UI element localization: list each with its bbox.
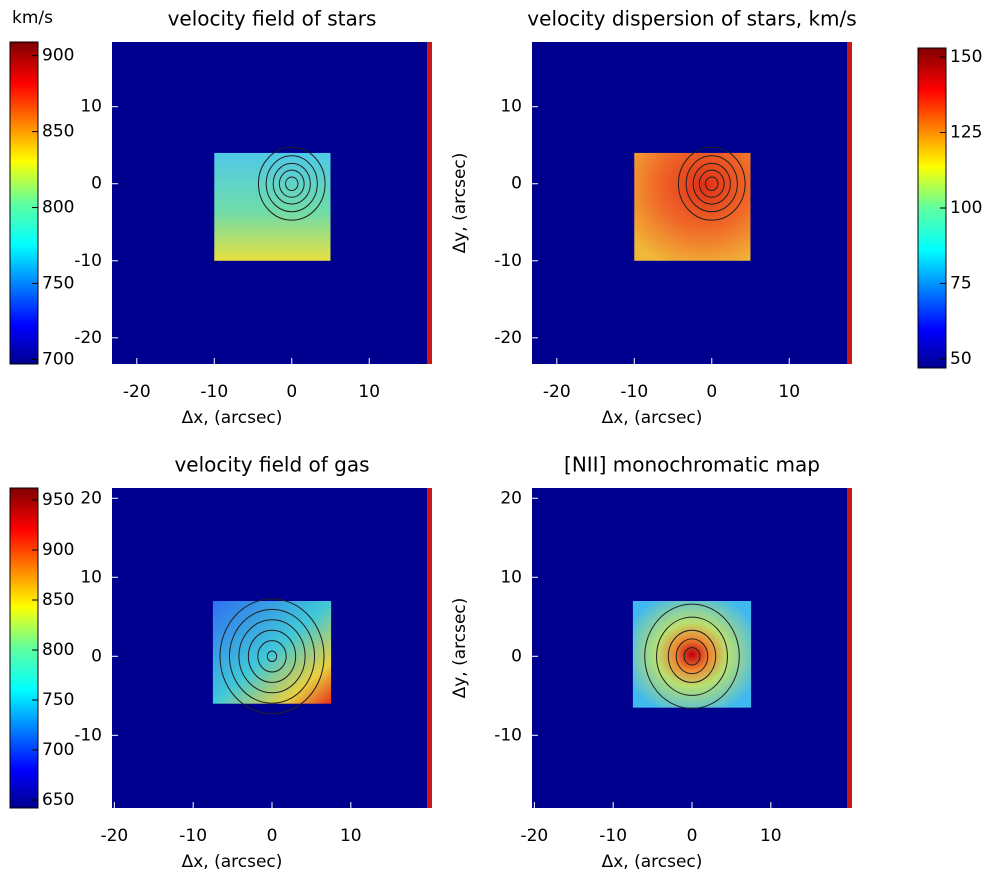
- map-region: [632, 600, 752, 708]
- x-tick-label: 10: [358, 382, 380, 402]
- x-axis-label: Δx, (arcsec): [182, 852, 283, 872]
- colorbar-tick-label: 950: [42, 490, 74, 510]
- colorbar-tick-label: 650: [42, 790, 74, 810]
- colorbar: [9, 487, 39, 809]
- colorbar-tick-label: 850: [42, 122, 74, 142]
- colorbar-tick-label: 750: [42, 274, 74, 294]
- y-tick-label: -10: [74, 725, 102, 745]
- contour: [692, 162, 731, 205]
- y-tick-label: -10: [74, 251, 102, 271]
- x-tick-label: 10: [760, 826, 782, 846]
- y-tick-label: 10: [500, 567, 522, 587]
- panel-title: velocity field of gas: [174, 453, 369, 477]
- y-axis-label: Δy, (arcsec): [450, 153, 470, 254]
- y-tick-label: -10: [494, 251, 522, 271]
- contour: [278, 169, 305, 198]
- contour: [667, 629, 717, 683]
- y-tick-label: 20: [500, 488, 522, 508]
- colorbar-tick-label: 125: [950, 123, 982, 143]
- y-tick-label: -10: [494, 725, 522, 745]
- contour: [675, 638, 709, 675]
- contour: [705, 176, 719, 192]
- contour: [698, 169, 725, 198]
- x-tick-label: 0: [267, 826, 278, 846]
- map-region: [214, 152, 331, 261]
- colorbar-tick-label: 700: [42, 349, 74, 369]
- contour: [656, 616, 728, 696]
- x-tick-label: 0: [286, 382, 297, 402]
- y-tick-label: 0: [91, 174, 102, 194]
- x-tick-label: -10: [620, 382, 648, 402]
- y-tick-label: 10: [500, 97, 522, 117]
- colorbar-tick-label: 900: [42, 540, 74, 560]
- map-edge: [847, 42, 852, 364]
- x-tick-label: -20: [543, 382, 571, 402]
- x-tick-label: 0: [706, 382, 717, 402]
- y-tick-label: 10: [80, 567, 102, 587]
- contour: [266, 650, 278, 663]
- y-axis-label: Δy, (arcsec): [450, 598, 470, 699]
- colorbar-tick-label: 800: [42, 198, 74, 218]
- contour: [285, 176, 299, 192]
- x-tick-label: -10: [599, 826, 627, 846]
- contour: [683, 647, 701, 666]
- colorbar-tick-label: 150: [950, 47, 982, 67]
- x-axis-label: Δx, (arcsec): [602, 408, 703, 428]
- panel-title: velocity field of stars: [168, 7, 377, 31]
- colorbar: [917, 47, 947, 369]
- colorbar: [9, 41, 39, 365]
- colorbar-tick-label: 100: [950, 198, 982, 218]
- map-region: [212, 600, 332, 704]
- contour: [247, 629, 297, 683]
- x-tick-label: -20: [123, 382, 151, 402]
- y-tick-label: 0: [511, 646, 522, 666]
- x-axis-label: Δx, (arcsec): [602, 852, 703, 872]
- contour: [685, 155, 738, 213]
- contour: [238, 619, 306, 694]
- colorbar-tick-label: 800: [42, 640, 74, 660]
- contour: [219, 598, 325, 715]
- map-region: [634, 152, 751, 261]
- x-axis-label: Δx, (arcsec): [182, 408, 283, 428]
- contour: [228, 608, 316, 704]
- colorbar-tick-label: 900: [42, 46, 74, 66]
- colorbar-tick-label: 700: [42, 740, 74, 760]
- x-tick-label: 0: [687, 826, 698, 846]
- x-tick-label: 10: [340, 826, 362, 846]
- x-tick-label: -10: [200, 382, 228, 402]
- colorbar-label: km/s: [12, 8, 53, 28]
- y-tick-label: 20: [80, 488, 102, 508]
- contour: [257, 146, 326, 221]
- contour: [272, 162, 311, 205]
- x-tick-label: 10: [778, 382, 800, 402]
- contour: [265, 155, 318, 213]
- map-edge: [427, 42, 432, 364]
- x-tick-label: -10: [179, 826, 207, 846]
- x-tick-label: -20: [100, 826, 128, 846]
- contour: [257, 640, 287, 673]
- x-tick-label: -20: [520, 826, 548, 846]
- contour: [677, 146, 746, 221]
- colorbar-tick-label: 850: [42, 590, 74, 610]
- y-tick-label: 0: [91, 646, 102, 666]
- colorbar-tick-label: 75: [950, 273, 972, 293]
- map-edge: [427, 488, 432, 808]
- colorbar-tick-label: 750: [42, 690, 74, 710]
- y-tick-label: -20: [74, 328, 102, 348]
- y-tick-label: -20: [494, 328, 522, 348]
- colorbar-tick-label: 50: [950, 349, 972, 369]
- panel-title: [NII] monochromatic map: [564, 453, 820, 477]
- map-edge: [847, 488, 852, 808]
- panel-title: velocity dispersion of stars, km/s: [527, 7, 856, 31]
- y-tick-label: 10: [80, 97, 102, 117]
- contour: [644, 603, 740, 709]
- y-tick-label: 0: [511, 174, 522, 194]
